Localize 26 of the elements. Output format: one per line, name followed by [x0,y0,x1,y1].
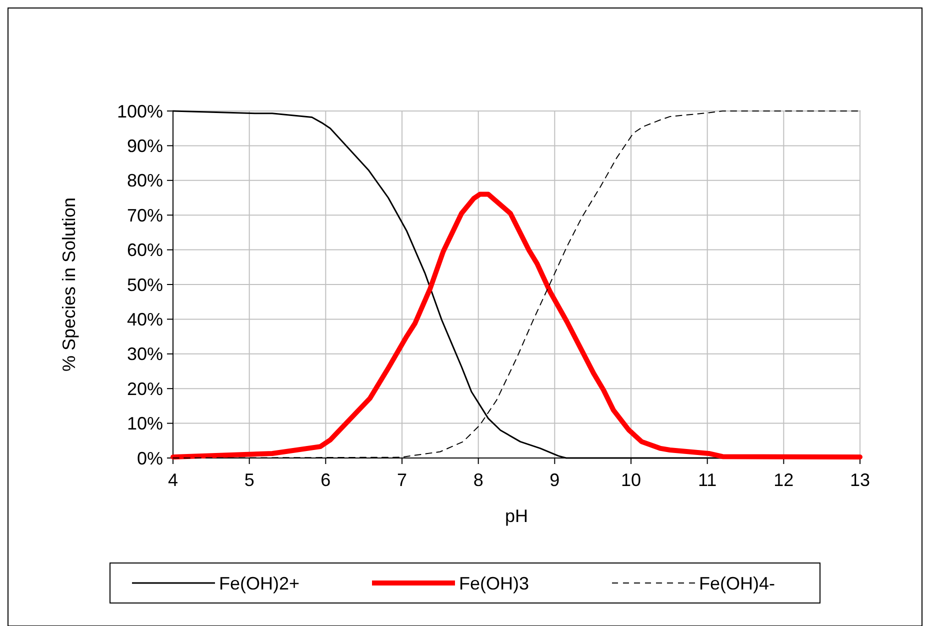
x-tick-label: 8 [473,470,484,490]
x-tick-label: 11 [698,470,717,490]
y-tick-label: 90% [126,136,163,156]
y-tick-label: 50% [126,274,163,295]
x-tick-label: 13 [850,470,870,490]
y-tick-label: 100% [116,101,163,122]
x-tick-label: 7 [396,470,408,490]
x-tick-label: 9 [550,470,560,490]
y-tick-label: 20% [126,378,163,399]
y-tick-label: 70% [126,205,163,226]
x-tick-label: 4 [168,470,178,490]
x-tick-label: 6 [320,470,331,490]
x-tick-label: 12 [774,470,794,490]
x-axis-title: pH [504,506,528,526]
y-tick-label: 0% [136,448,163,468]
y-tick-label: 10% [126,414,163,434]
y-tick-label: 40% [126,310,163,330]
x-tick-label: 5 [244,470,254,490]
y-tick-label: 30% [126,344,163,364]
legend-label: Fe(OH)2+ [219,573,300,594]
y-tick-label: 80% [126,170,163,191]
legend-label: Fe(OH)4- [699,573,776,594]
y-axis-title: % Species in Solution [59,197,79,372]
y-tick-label: 60% [126,240,163,260]
x-tick-label: 10 [620,470,642,490]
legend-label: Fe(OH)3 [459,573,530,594]
